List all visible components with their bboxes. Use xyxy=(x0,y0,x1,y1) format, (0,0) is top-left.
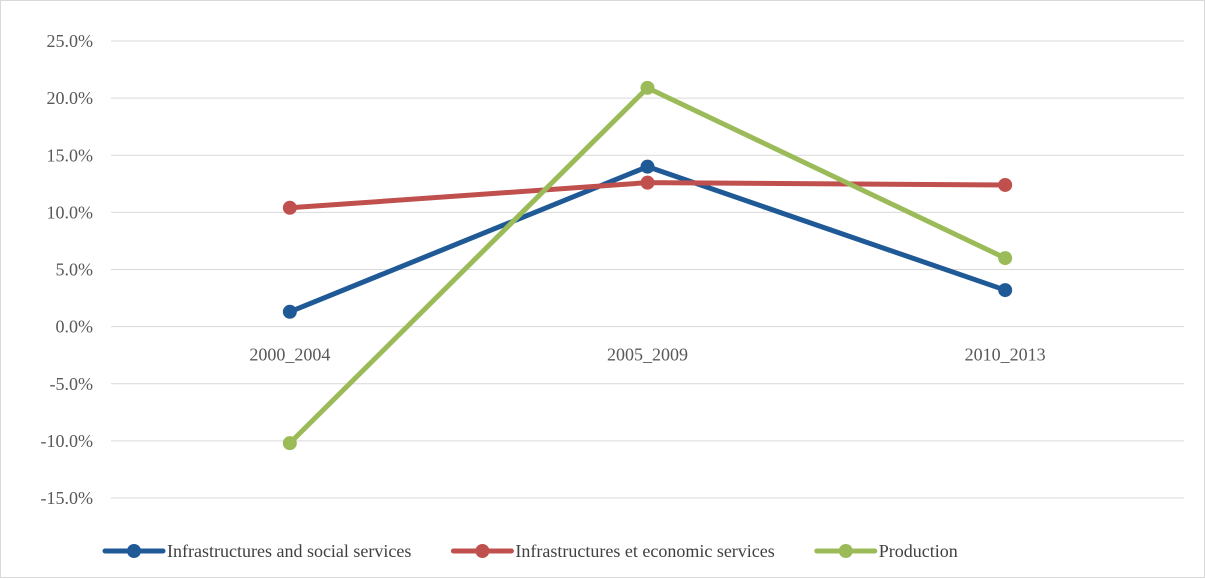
legend-item: Production xyxy=(814,541,958,561)
x-category-label: 2010_2013 xyxy=(965,345,1046,365)
data-point xyxy=(282,200,297,215)
data-point xyxy=(998,251,1013,266)
y-tick-label: 25.0% xyxy=(47,31,94,51)
legend-marker xyxy=(475,544,490,558)
data-point xyxy=(998,177,1013,192)
series-production xyxy=(282,80,1013,451)
series-infrastructures-et-economic-services xyxy=(282,175,1013,215)
legend-marker xyxy=(838,544,853,558)
x-category-label: 2005_2009 xyxy=(607,345,688,365)
y-tick-label: -10.0% xyxy=(41,431,94,451)
y-tick-label: 10.0% xyxy=(47,202,94,222)
y-tick-label: -15.0% xyxy=(41,488,94,508)
x-category-label: 2000_2004 xyxy=(249,345,330,365)
legend-item: Infrastructures et economic services xyxy=(450,541,775,561)
data-point xyxy=(998,283,1013,298)
y-tick-label: 20.0% xyxy=(47,88,94,108)
data-point xyxy=(640,159,655,174)
legend-marker xyxy=(127,544,141,558)
x-axis-category-labels: 2000_2004 2005_2009 2010_2013 xyxy=(249,345,1045,365)
y-tick-label: -5.0% xyxy=(50,374,94,394)
data-point xyxy=(282,304,297,319)
data-point xyxy=(640,80,655,95)
legend-label: Infrastructures and social services xyxy=(167,541,411,561)
legend-label: Infrastructures et economic services xyxy=(515,541,774,561)
y-tick-label: 0.0% xyxy=(56,317,94,337)
gridlines xyxy=(111,40,1184,499)
y-tick-label: 15.0% xyxy=(47,145,94,165)
legend: Infrastructures and social services Infra… xyxy=(102,541,958,561)
y-tick-label: 5.0% xyxy=(56,260,94,280)
data-point xyxy=(640,175,655,190)
series-infrastructures-and-social-services xyxy=(282,159,1013,319)
legend-item: Infrastructures and social services xyxy=(102,541,411,561)
legend-label: Production xyxy=(879,541,958,561)
data-point xyxy=(282,436,297,451)
series-lines xyxy=(282,80,1013,451)
series-line xyxy=(287,85,1008,446)
y-axis-tick-labels: 25.0% 20.0% 15.0% 10.0% 5.0% 0.0% -5.0% -10.0% -… xyxy=(41,31,94,508)
